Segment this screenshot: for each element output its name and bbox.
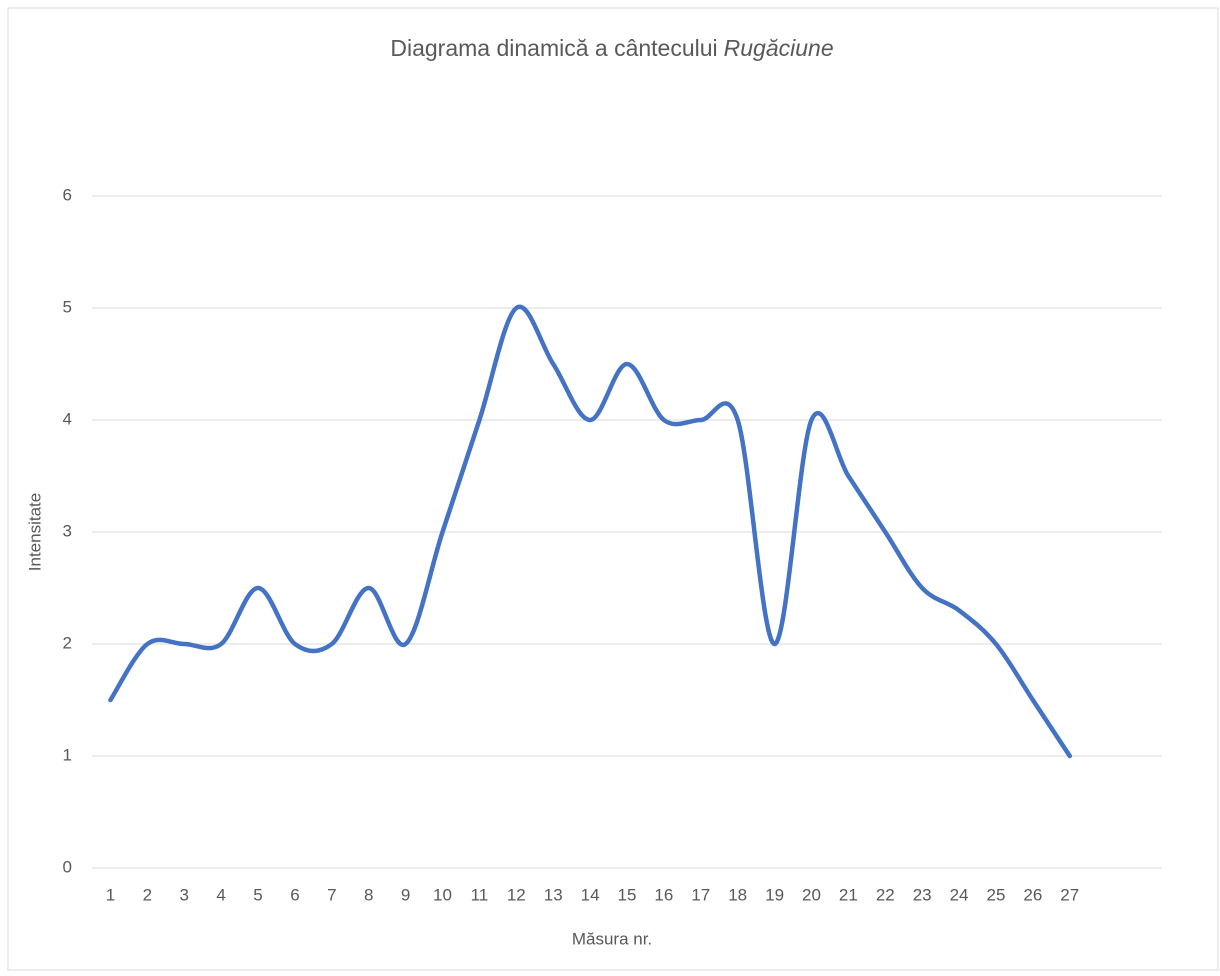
x-tick-label: 5 (253, 885, 262, 904)
y-tick-label: 3 (63, 521, 72, 540)
y-tick-label: 5 (63, 297, 72, 316)
x-tick-label: 26 (1023, 885, 1042, 904)
x-tick-label: 11 (471, 885, 489, 904)
y-tick-label: 6 (63, 185, 72, 204)
x-tick-label: 15 (618, 885, 637, 904)
title-text: Diagrama dinamică a cântecului (390, 35, 717, 61)
x-tick-label: 14 (581, 885, 600, 904)
x-tick-label: 3 (180, 885, 189, 904)
x-tick-label: 25 (987, 885, 1006, 904)
x-tick-label: 9 (401, 885, 410, 904)
x-tick-label: 19 (765, 885, 784, 904)
x-tick-label: 2 (143, 885, 152, 904)
x-tick-label: 24 (950, 885, 969, 904)
line-series (108, 304, 1073, 759)
chart-title: Diagrama dinamică a cântecului Rugăciune (390, 35, 833, 61)
x-tick-label: 1 (106, 885, 115, 904)
x-tick-label: 4 (216, 885, 225, 904)
x-tick-label: 8 (364, 885, 373, 904)
x-tick-label: 13 (544, 885, 563, 904)
y-tick-label: 2 (63, 633, 72, 652)
x-tick-label: 6 (290, 885, 299, 904)
x-tick-label: 7 (327, 885, 336, 904)
x-tick-label: 21 (839, 885, 858, 904)
x-tick-label: 23 (913, 885, 932, 904)
y-tick-label: 0 (63, 857, 72, 876)
x-tick-label: 27 (1060, 885, 1079, 904)
x-tick-label: 16 (654, 885, 673, 904)
x-tick-label: 12 (507, 885, 526, 904)
x-axis-label: Măsura nr. (572, 929, 652, 948)
y-axis-label: Intensitate (25, 493, 44, 571)
x-tick-label: 17 (691, 885, 710, 904)
y-tick-label: 4 (63, 409, 72, 428)
x-tick-label: 20 (802, 885, 821, 904)
y-tick-label: 1 (63, 745, 72, 764)
title-italic: Rugăciune (724, 35, 834, 61)
x-tick-label: 18 (728, 885, 747, 904)
chart-frame (7, 7, 1219, 971)
x-tick-label: 10 (433, 885, 452, 904)
x-tick-label: 22 (876, 885, 895, 904)
